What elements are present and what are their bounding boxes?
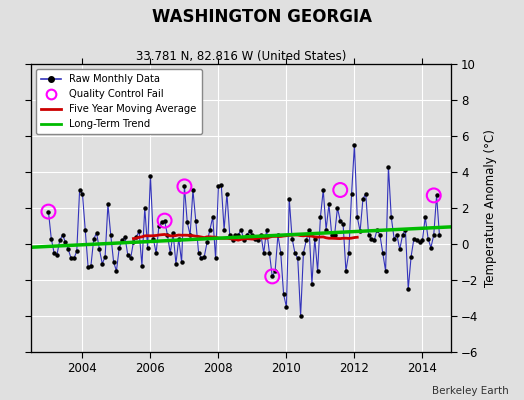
Title: 33.781 N, 82.816 W (United States): 33.781 N, 82.816 W (United States)	[136, 50, 346, 63]
Text: Berkeley Earth: Berkeley Earth	[432, 386, 508, 396]
Point	[336, 187, 344, 193]
Point	[430, 192, 438, 199]
Text: WASHINGTON GEORGIA: WASHINGTON GEORGIA	[152, 8, 372, 26]
Point	[180, 183, 189, 190]
Legend: Raw Monthly Data, Quality Control Fail, Five Year Moving Average, Long-Term Tren: Raw Monthly Data, Quality Control Fail, …	[37, 69, 202, 134]
Point	[44, 208, 52, 215]
Point	[268, 273, 277, 280]
Point	[160, 218, 169, 224]
Y-axis label: Temperature Anomaly (°C): Temperature Anomaly (°C)	[484, 129, 497, 287]
